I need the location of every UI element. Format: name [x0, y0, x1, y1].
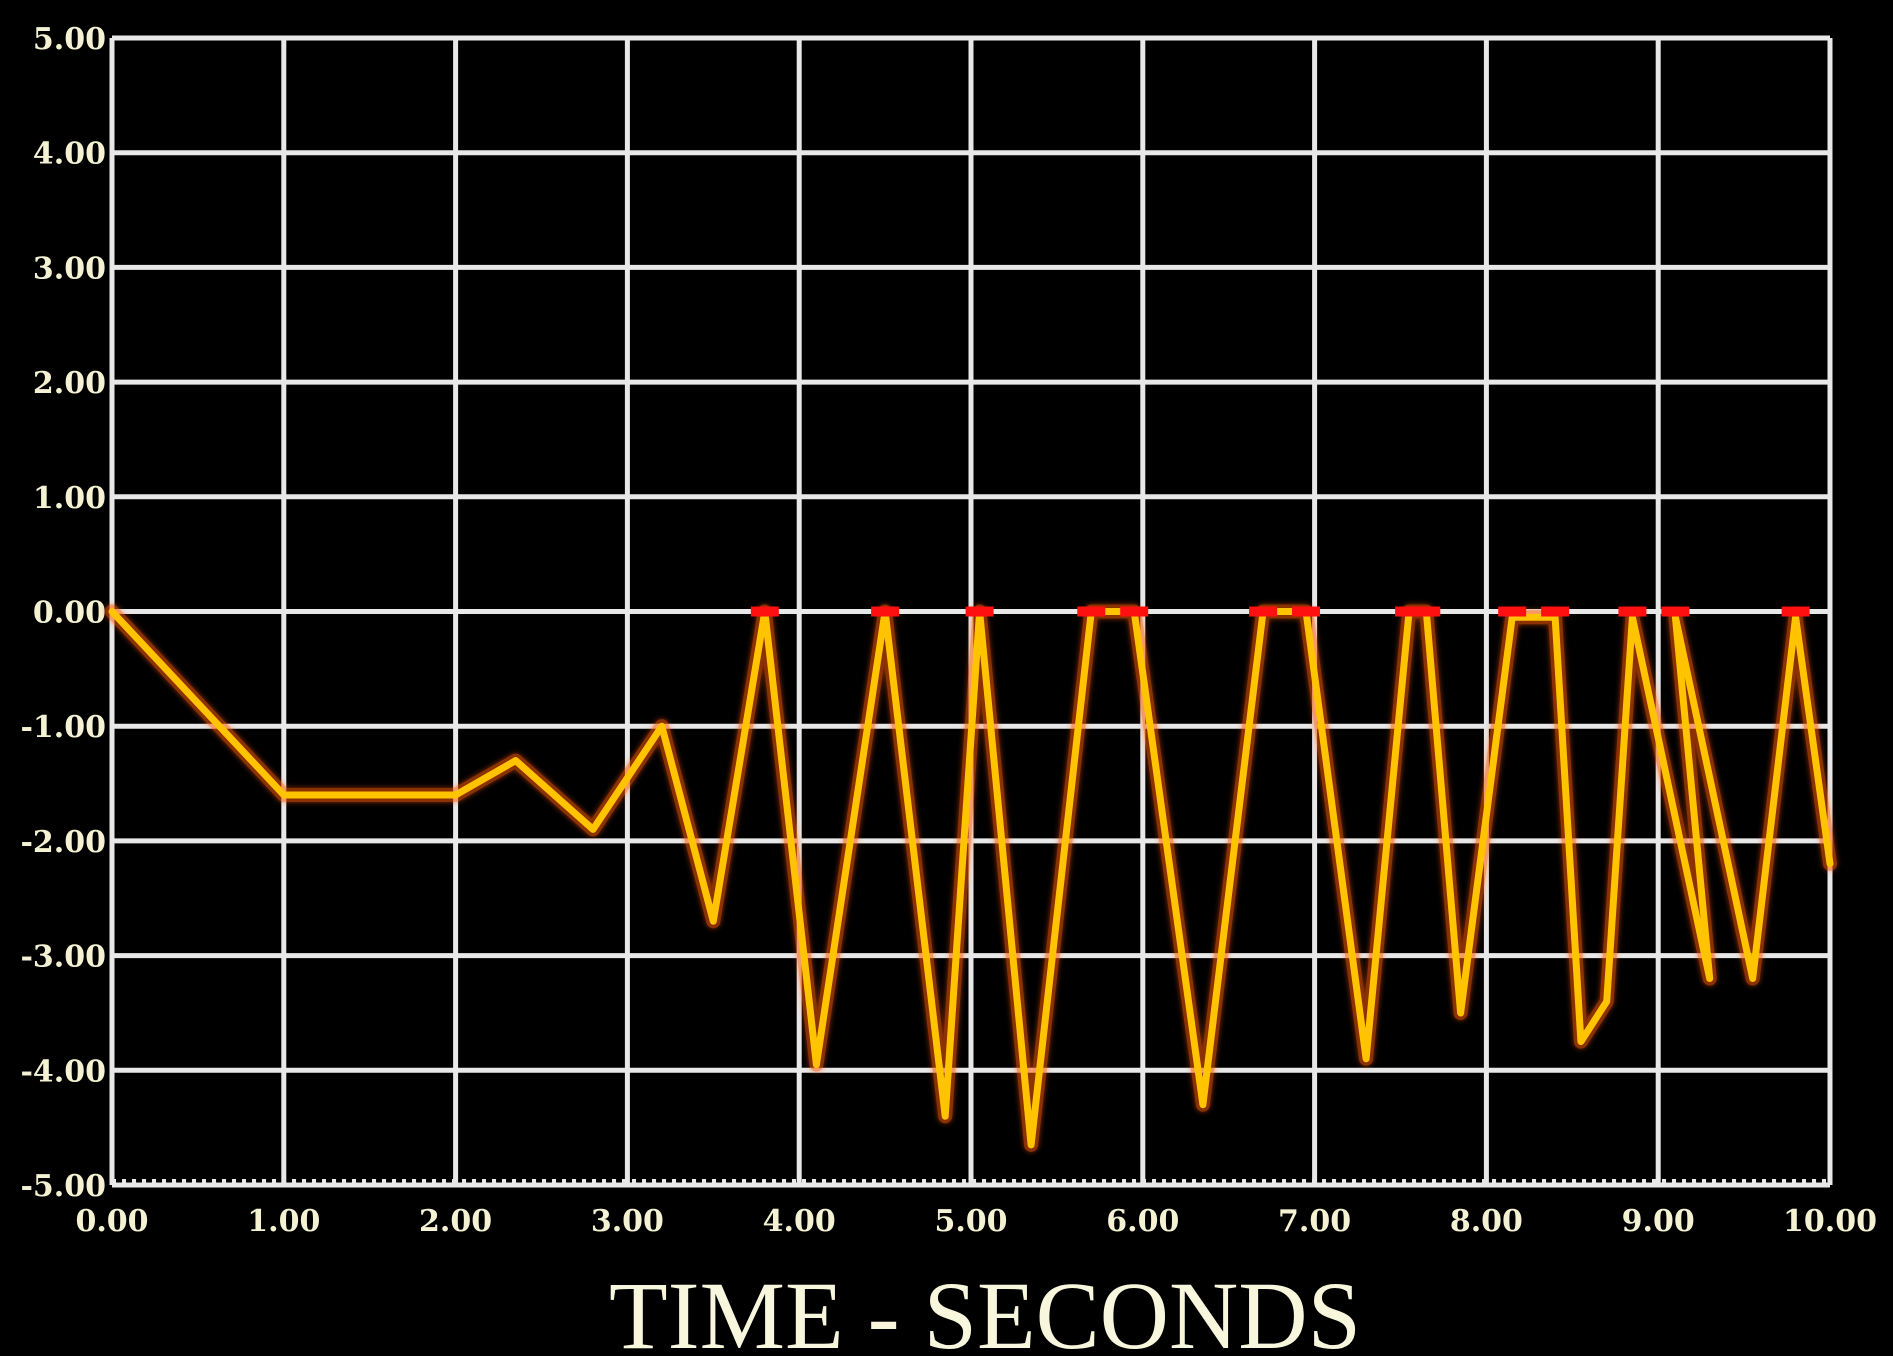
x-tick-label: 3.00 — [591, 1204, 664, 1239]
y-tick-label: -3.00 — [20, 940, 106, 975]
clip-marker — [1541, 606, 1570, 617]
clip-marker — [1412, 606, 1441, 617]
clip-marker — [750, 606, 779, 617]
clip-marker — [1498, 606, 1527, 617]
x-tick-label: 2.00 — [419, 1204, 492, 1239]
clip-marker — [1249, 606, 1278, 617]
clip-marker — [1292, 606, 1321, 617]
series-line — [108, 608, 1834, 1149]
y-tick-label: -4.00 — [20, 1054, 106, 1089]
clip-marker — [1120, 606, 1149, 617]
y-tick-label: 5.00 — [33, 22, 106, 57]
x-axis-title: TIME - SECONDS — [609, 1262, 1361, 1356]
clip-marker — [1781, 606, 1810, 617]
x-tick-label: 1.00 — [247, 1204, 320, 1239]
y-tick-label: 3.00 — [33, 251, 106, 286]
x-tick-label: 6.00 — [1106, 1204, 1179, 1239]
clip-marker — [1618, 606, 1647, 617]
y-tick-label: 1.00 — [33, 481, 106, 516]
x-tick-label: 0.00 — [75, 1204, 148, 1239]
x-tick-label: 5.00 — [934, 1204, 1007, 1239]
y-tick-label: 4.00 — [33, 137, 106, 172]
clip-marker — [1661, 606, 1690, 617]
y-tick-label: 0.00 — [33, 596, 106, 631]
y-tick-label: -5.00 — [20, 1169, 106, 1204]
clip-marker — [1395, 606, 1424, 617]
y-tick-label: -2.00 — [20, 825, 106, 860]
y-tick-label: -1.00 — [20, 710, 106, 745]
x-tick-label: 8.00 — [1450, 1204, 1523, 1239]
clip-marker — [965, 606, 994, 617]
y-tick-label: 2.00 — [33, 366, 106, 401]
clip-marker — [871, 606, 900, 617]
x-tick-label: 4.00 — [763, 1204, 836, 1239]
tick-labels: 0.00 1.00 2.00 3.00 4.00 5.00 6.00 7.00 8.00 9.00… — [20, 22, 1877, 1239]
series-layer — [105, 604, 1837, 1152]
x-tick-label: 7.00 — [1278, 1204, 1351, 1239]
x-tick-label: 10.00 — [1783, 1204, 1877, 1239]
clip-marker — [1077, 606, 1106, 617]
x-tick-label: 9.00 — [1622, 1204, 1695, 1239]
